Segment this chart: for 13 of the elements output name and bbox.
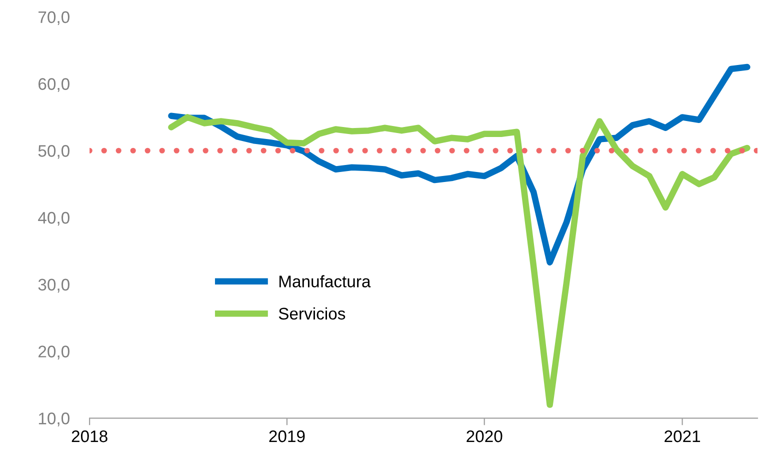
y-tick-label: 30,0 (38, 278, 70, 293)
y-tick-label: 10,0 (38, 412, 70, 426)
x-tick-label: 2019 (269, 430, 305, 442)
legend-label: Servicios (278, 307, 346, 320)
y-tick-label: 50,0 (38, 145, 70, 159)
y-tick-label: 60,0 (38, 78, 70, 92)
x-tick-label: 2018 (72, 430, 108, 442)
x-tick-label: 2020 (466, 430, 502, 442)
y-tick-label: 20,0 (38, 346, 70, 360)
x-tick-label: 2021 (664, 430, 700, 442)
y-tick-label: 70,0 (38, 11, 70, 26)
y-tick-label: 40,0 (38, 212, 70, 226)
legend-label: Manufactura (279, 275, 371, 288)
